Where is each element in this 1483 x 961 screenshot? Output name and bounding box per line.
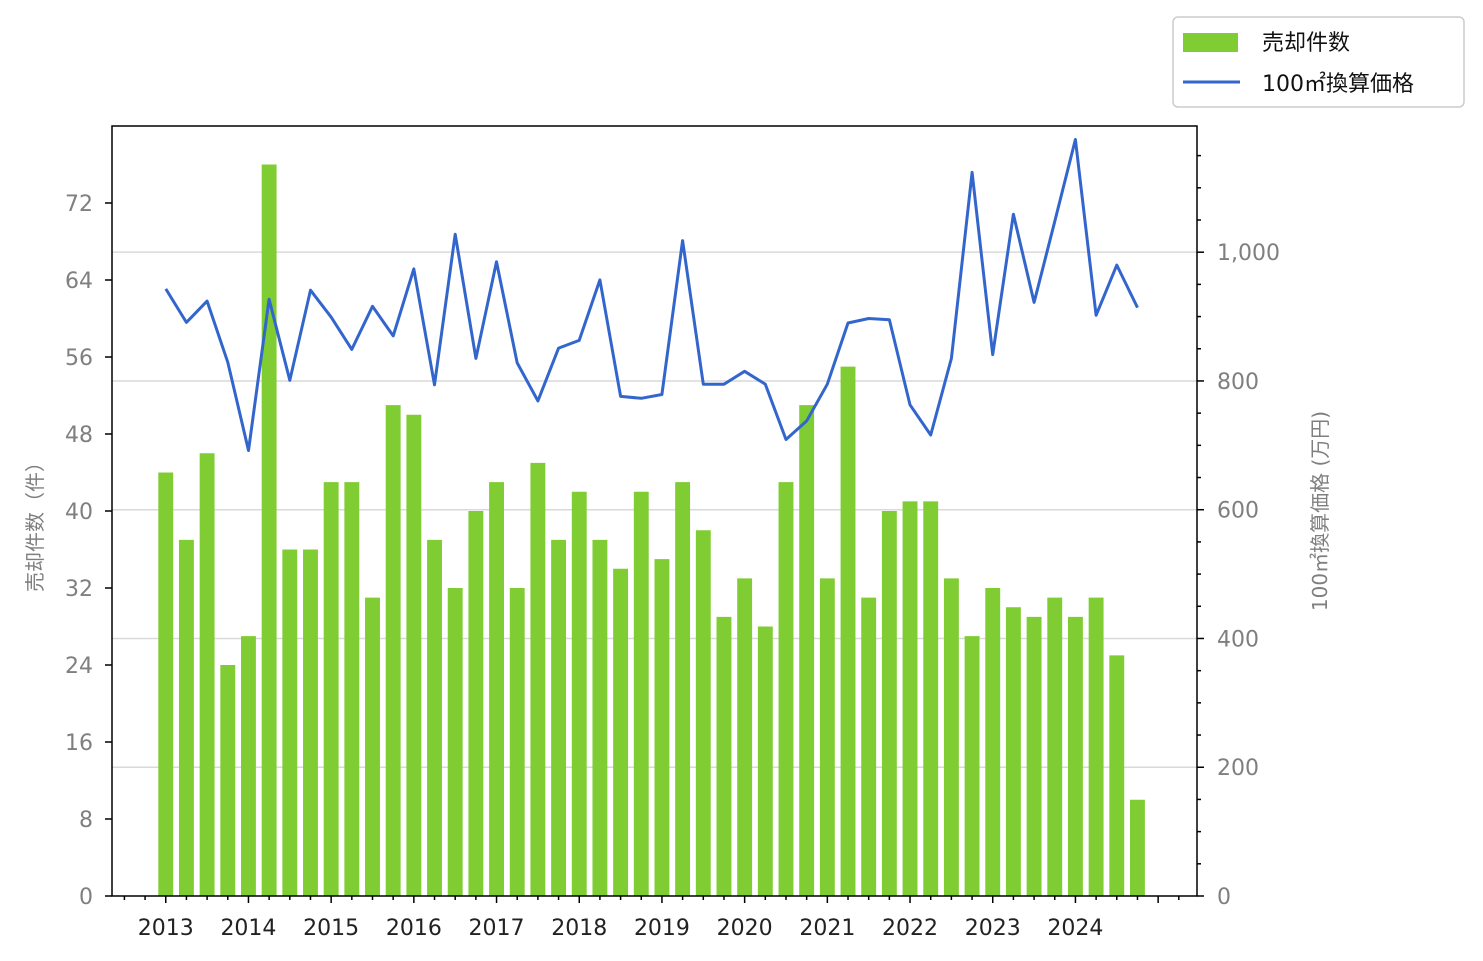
bar: [571, 491, 587, 896]
x-tick-label: 2024: [1047, 916, 1103, 941]
bar: [592, 539, 608, 896]
bar: [303, 549, 318, 896]
x-tick-label: 2023: [965, 916, 1021, 941]
y-left-tick-label: 24: [65, 654, 93, 679]
bar: [1130, 799, 1145, 896]
bar: [654, 559, 670, 896]
bar: [158, 472, 174, 896]
y-right-tick-label: 0: [1217, 885, 1231, 910]
y-left-tick-label: 32: [65, 577, 93, 602]
bar: [716, 616, 732, 896]
y-left-tick-label: 16: [65, 731, 93, 756]
legend-swatch-bar: [1183, 33, 1238, 52]
bar: [613, 568, 629, 896]
bar: [840, 366, 856, 896]
bar: [509, 588, 525, 896]
bar: [902, 501, 918, 896]
bar: [199, 453, 215, 896]
price-line: [164, 138, 1139, 452]
bar: [633, 491, 649, 896]
line-series: [164, 138, 1139, 452]
x-tick-label: 2016: [386, 916, 442, 941]
bar: [1109, 655, 1125, 896]
bar: [323, 482, 339, 896]
bar-series: [158, 164, 1145, 896]
bar: [489, 482, 504, 896]
bar: [695, 530, 711, 896]
bar: [220, 665, 236, 896]
bar: [923, 501, 939, 896]
bar: [1026, 616, 1042, 896]
bar: [985, 588, 1001, 896]
bar: [757, 626, 773, 896]
bar: [427, 539, 442, 896]
bar: [943, 578, 959, 896]
bar: [737, 578, 753, 896]
y-left-tick-label: 8: [79, 808, 93, 833]
y-axis-right: 0 200 400 600 800 1,000: [1197, 154, 1280, 910]
y-left-tick-label: 48: [65, 423, 93, 448]
x-tick-label: 2017: [469, 916, 525, 941]
bar: [1047, 597, 1063, 896]
bar: [468, 511, 484, 896]
y-right-tick-label: 400: [1217, 627, 1259, 652]
bar: [365, 597, 380, 896]
bar: [819, 578, 835, 896]
bar: [881, 511, 897, 896]
bar: [282, 549, 298, 896]
bar: [530, 462, 546, 896]
legend-box: [1172, 16, 1465, 108]
bar: [447, 588, 463, 896]
bar: [861, 597, 877, 896]
bar: [241, 636, 256, 896]
y-left-tick-label: 0: [79, 885, 93, 910]
y-left-tick-label: 64: [65, 269, 93, 294]
x-tick-label: 2018: [551, 916, 607, 941]
y-right-tick-label: 200: [1217, 756, 1259, 781]
y-right-tick-label: 800: [1217, 370, 1259, 395]
y-axis-left-title: 売却件数（件）: [23, 452, 47, 592]
bar: [385, 405, 401, 896]
y-axis-right-title: 100㎡換算価格 (万円): [1308, 411, 1332, 611]
x-tick-label: 2021: [799, 916, 855, 941]
bar: [261, 164, 277, 896]
x-axis: 2013 2014 2015 2016 2017 2018 2019 2020 2021 2022…: [123, 896, 1180, 941]
bar: [675, 482, 691, 896]
bar: [778, 482, 794, 896]
bar: [551, 539, 567, 896]
y-left-tick-label: 72: [65, 192, 93, 217]
y-left-tick-label: 40: [65, 500, 93, 525]
x-tick-label: 2013: [138, 916, 194, 941]
x-tick-label: 2015: [303, 916, 359, 941]
bar: [799, 405, 815, 896]
y-right-tick-label: 1,000: [1217, 241, 1280, 266]
x-tick-label: 2019: [634, 916, 690, 941]
bar: [406, 414, 422, 896]
bar: [964, 636, 980, 896]
y-right-tick-label: 600: [1217, 499, 1259, 524]
bar: [1067, 616, 1083, 896]
x-tick-label: 2014: [220, 916, 276, 941]
y-axis-left: 0 8 16 24 32 40 48 56 64 72: [65, 192, 112, 910]
x-tick-label: 2020: [717, 916, 773, 941]
bar: [178, 539, 194, 896]
legend-label-bar: 売却件数: [1262, 31, 1350, 56]
legend-label-line: 100㎡換算価格: [1262, 71, 1414, 97]
x-tick-label: 2022: [882, 916, 938, 941]
y-left-tick-label: 56: [65, 346, 93, 371]
bar: [344, 482, 360, 896]
bar: [1088, 597, 1104, 896]
bar: [1005, 607, 1021, 896]
legend: 売却件数 100㎡換算価格: [1172, 16, 1465, 108]
